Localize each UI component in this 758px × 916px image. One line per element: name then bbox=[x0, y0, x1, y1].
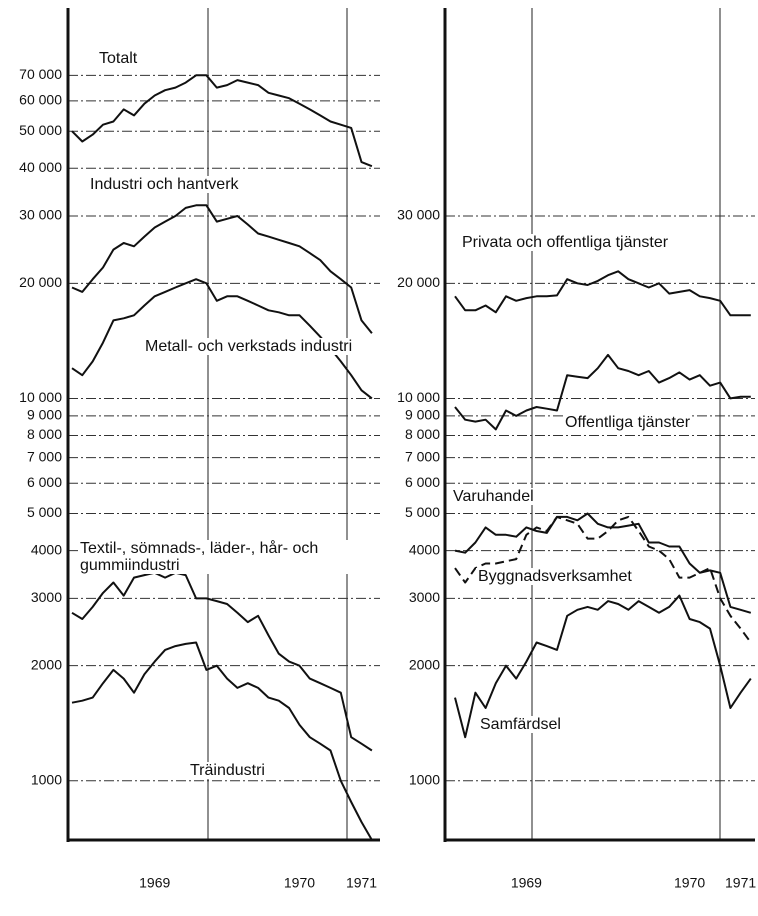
y-tick-label: 7 000 bbox=[405, 448, 440, 464]
y-tick-label: 2000 bbox=[409, 656, 440, 672]
y-tick-label: 20 000 bbox=[19, 274, 62, 290]
y-tick-label: 7 000 bbox=[27, 448, 62, 464]
y-tick-label: 5 000 bbox=[405, 504, 440, 520]
x-tick-label: 1971 bbox=[725, 875, 756, 891]
y-tick-label: 2000 bbox=[31, 656, 62, 672]
y-tick-label: 20 000 bbox=[397, 274, 440, 290]
x-tick-label: 1970 bbox=[284, 875, 315, 891]
y-tick-label: 30 000 bbox=[19, 207, 62, 223]
x-tick-label: 1970 bbox=[674, 875, 705, 891]
y-tick-label: 9 000 bbox=[405, 407, 440, 423]
series-line bbox=[454, 515, 752, 644]
series-label: Textil-, sömnads-, läder-, hår- och gumm… bbox=[78, 540, 382, 574]
y-tick-label: 10 000 bbox=[397, 389, 440, 405]
y-tick-label: 6 000 bbox=[405, 474, 440, 490]
series-label: Industri och hantverk bbox=[88, 176, 241, 193]
series-line bbox=[71, 641, 373, 841]
series-label: Byggnadsverksamhet bbox=[476, 568, 634, 585]
y-tick-label: 70 000 bbox=[19, 66, 62, 82]
x-tick-label: 1971 bbox=[346, 875, 377, 891]
y-tick-label: 30 000 bbox=[397, 207, 440, 223]
y-tick-label: 4000 bbox=[409, 541, 440, 557]
series-label: Metall- och verkstads industri bbox=[143, 338, 367, 355]
y-tick-label: 10 000 bbox=[19, 389, 62, 405]
series-label: Offentliga tjänster bbox=[563, 414, 693, 431]
series-line bbox=[454, 270, 751, 317]
series-line bbox=[454, 353, 751, 431]
series-line bbox=[71, 74, 373, 168]
y-tick-label: 8 000 bbox=[405, 426, 440, 442]
y-tick-label: 5 000 bbox=[27, 504, 62, 520]
series-line bbox=[454, 594, 752, 739]
x-tick-label: 1969 bbox=[511, 875, 542, 891]
y-tick-label: 4000 bbox=[31, 541, 62, 557]
y-tick-label: 1000 bbox=[409, 771, 440, 787]
series-label: Samfärdsel bbox=[478, 716, 563, 733]
y-tick-label: 60 000 bbox=[19, 92, 62, 108]
y-tick-label: 50 000 bbox=[19, 122, 62, 138]
y-tick-label: 1000 bbox=[31, 771, 62, 787]
series-label: Varuhandel bbox=[451, 488, 536, 505]
y-tick-label: 6 000 bbox=[27, 474, 62, 490]
series-line bbox=[71, 571, 373, 752]
series-label: Träindustri bbox=[188, 762, 267, 779]
y-tick-label: 3000 bbox=[409, 589, 440, 605]
y-tick-label: 8 000 bbox=[27, 426, 62, 442]
y-tick-label: 40 000 bbox=[19, 159, 62, 175]
y-tick-label: 3000 bbox=[31, 589, 62, 605]
series-label: Totalt bbox=[97, 50, 140, 67]
series-line bbox=[71, 204, 373, 334]
series-label: Privata och offentliga tjänster bbox=[460, 234, 671, 251]
y-tick-label: 9 000 bbox=[27, 407, 62, 423]
x-tick-label: 1969 bbox=[139, 875, 170, 891]
